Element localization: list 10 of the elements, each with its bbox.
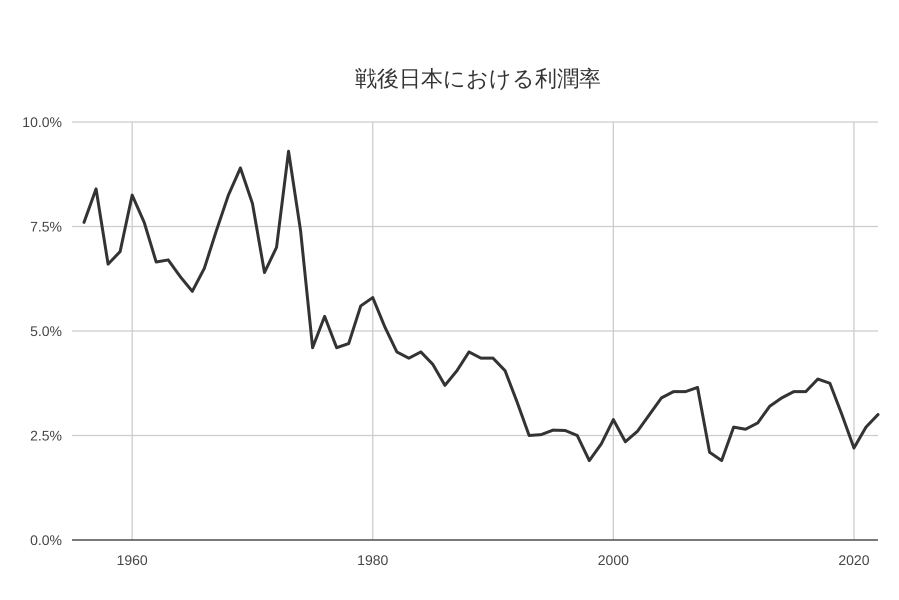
chart-title: 戦後日本における利潤率 bbox=[355, 66, 601, 91]
y-tick-label: 10.0% bbox=[22, 114, 62, 130]
y-tick-label: 7.5% bbox=[30, 218, 62, 234]
x-tick-label: 2020 bbox=[838, 552, 870, 568]
y-tick-label: 2.5% bbox=[30, 428, 62, 444]
x-tick-label: 1960 bbox=[116, 552, 148, 568]
x-tick-label: 1980 bbox=[357, 552, 389, 568]
y-tick-label: 5.0% bbox=[30, 323, 62, 339]
x-tick-label: 2000 bbox=[598, 552, 630, 568]
y-tick-label: 0.0% bbox=[30, 532, 62, 548]
